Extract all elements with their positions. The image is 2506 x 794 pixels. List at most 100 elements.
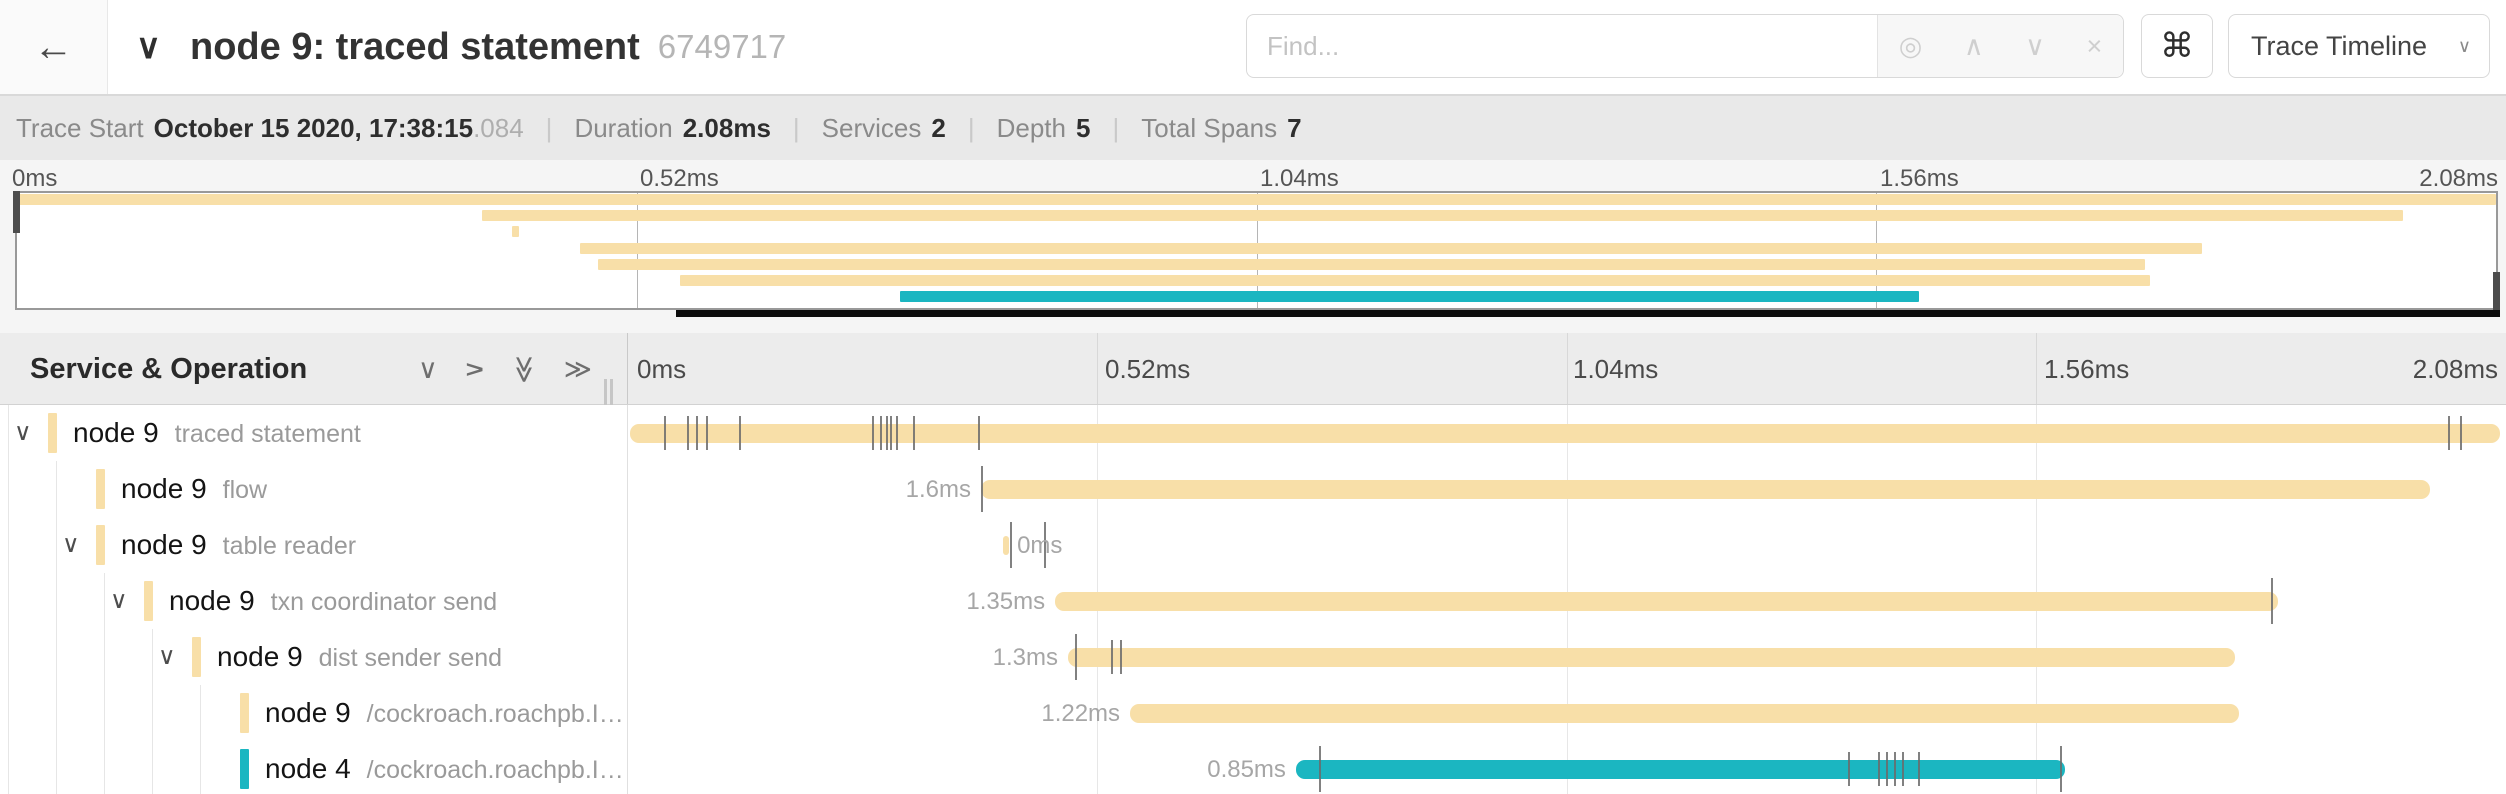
tree-controls: ∨ ∨ ≫ ≫	[418, 333, 592, 405]
top-bar: ← ∨ node 9: traced statement 6749717 ◎ ∧…	[0, 0, 2506, 96]
minimap-left-scrubber[interactable]	[13, 191, 20, 233]
span-event-tick	[1319, 746, 1322, 792]
indent-guide	[8, 685, 9, 741]
indent-guide	[104, 685, 105, 741]
indent-guide	[152, 629, 153, 685]
span-event-tick	[686, 416, 689, 450]
indent-guide	[152, 685, 153, 741]
operation-name: table reader	[222, 532, 357, 560]
back-arrow-icon: ←	[33, 24, 74, 69]
indent-guide	[8, 629, 9, 685]
minimap-canvas[interactable]	[13, 191, 2500, 310]
collapse-all-icon[interactable]: ≫	[509, 354, 540, 384]
clear-search-icon[interactable]: ×	[2086, 30, 2103, 61]
tick-label: 1.04ms	[1260, 165, 1339, 192]
span-name-column: node 4/cockroach.roachpb.I…	[0, 741, 627, 794]
service-color-strip	[96, 525, 105, 565]
span-event-tick	[1009, 522, 1012, 568]
span-event-tick	[896, 416, 899, 450]
collapse-one-icon[interactable]: ∨	[418, 353, 438, 384]
service-name: node 9	[265, 697, 351, 728]
next-match-icon[interactable]: ∨	[2025, 30, 2045, 61]
span-duration-bar[interactable]	[1003, 536, 1010, 555]
span-duration-bar[interactable]	[1295, 760, 2066, 779]
span-row[interactable]: ∨ node 9 table reader 0ms	[0, 517, 2506, 573]
span-event-tick	[738, 416, 741, 450]
minimap-span-bar	[899, 291, 1920, 303]
span-event-tick	[1917, 752, 1920, 786]
span-event-tick	[913, 416, 916, 450]
span-name: node 4/cockroach.roachpb.I…	[265, 741, 624, 794]
indent-guide	[8, 741, 9, 794]
keyboard-shortcuts-button[interactable]: ⌘	[2141, 14, 2213, 78]
span-name: node 9 dist sender send	[217, 629, 502, 685]
span-event-tick	[1901, 752, 1904, 786]
span-duration-bar[interactable]	[1067, 648, 2236, 667]
column-divider	[627, 333, 628, 404]
indent-guide	[200, 741, 201, 794]
span-duration-bar[interactable]	[1130, 704, 2239, 723]
tick-label: 1.04ms	[1573, 354, 1659, 384]
span-duration-bar[interactable]	[630, 424, 2500, 443]
scrollbar-thumb[interactable]	[676, 310, 2500, 317]
span-event-tick	[2459, 416, 2462, 450]
minimap-span-bar	[511, 226, 520, 238]
span-name: node 9 flow	[121, 461, 267, 517]
locate-icon[interactable]: ◎	[1898, 30, 1923, 61]
indent-guide	[104, 741, 105, 794]
minimap-tick-labels: 0ms 0.52ms 1.04ms 1.56ms 2.08ms	[0, 165, 2506, 192]
span-event-tick	[885, 416, 888, 450]
find-input[interactable]	[1247, 15, 1877, 77]
service-name: node 9	[73, 417, 159, 448]
span-event-tick	[695, 416, 698, 450]
summary-label: Duration	[574, 112, 673, 143]
span-event-tick	[1894, 752, 1897, 786]
view-selector-dropdown[interactable]: Trace Timeline ∨	[2228, 14, 2490, 78]
view-selector-label: Trace Timeline	[2251, 30, 2428, 61]
span-duration-bar[interactable]	[980, 480, 2431, 499]
tick-label: 1.56ms	[1880, 165, 1959, 192]
span-expander-chevron-icon[interactable]: ∨	[14, 419, 32, 446]
expand-one-icon[interactable]: ∨	[458, 359, 489, 379]
separator: |	[967, 112, 975, 143]
minimap-right-scrubber[interactable]	[2493, 272, 2500, 310]
span-row[interactable]: ∨ node 9 dist sender send 1.3ms	[0, 629, 2506, 685]
span-row[interactable]: ∨ node 9 traced statement	[0, 405, 2506, 461]
service-color-strip	[144, 581, 153, 621]
span-timeline-cell: 0ms	[627, 517, 2506, 573]
header-gridline	[2036, 333, 2037, 404]
summary-label: Depth	[996, 112, 1066, 143]
indent-guide	[56, 517, 57, 573]
span-name: node 9/cockroach.roachpb.I…	[265, 685, 624, 741]
back-button[interactable]: ←	[0, 0, 108, 94]
find-addon: ◎ ∧ ∨ ×	[1877, 15, 2123, 77]
span-expander-chevron-icon[interactable]: ∨	[158, 643, 176, 670]
indent-guide	[200, 685, 201, 741]
prev-match-icon[interactable]: ∧	[1963, 30, 1984, 61]
trace-collapse-toggle[interactable]: ∨	[136, 0, 161, 94]
span-timeline-cell	[627, 405, 2506, 461]
indent-guide	[56, 461, 57, 517]
trace-id: 6749717	[657, 28, 787, 65]
span-event-tick	[1120, 640, 1123, 674]
summary-value: October 15 2020, 17:38:15	[153, 112, 474, 143]
span-event-tick	[890, 416, 893, 450]
span-row[interactable]: ∨ node 9 txn coordinator send 1.35ms	[0, 573, 2506, 629]
separator: |	[792, 112, 800, 143]
span-row[interactable]: node 9/cockroach.roachpb.I… 1.22ms	[0, 685, 2506, 741]
span-duration-label: 1.35ms	[966, 588, 1046, 615]
span-duration-bar[interactable]	[1055, 592, 2279, 611]
span-expander-chevron-icon[interactable]: ∨	[62, 531, 80, 558]
column-resize-grip[interactable]	[604, 379, 616, 407]
span-expander-chevron-icon[interactable]: ∨	[110, 587, 128, 614]
service-color-strip	[240, 749, 249, 789]
expand-all-icon[interactable]: ≫	[563, 353, 593, 384]
span-event-tick	[879, 416, 882, 450]
service-operation-header: Service & Operation	[30, 352, 308, 385]
indent-guide	[56, 685, 57, 741]
span-row[interactable]: node 4/cockroach.roachpb.I… 0.85ms	[0, 741, 2506, 794]
indent-guide	[56, 573, 57, 629]
span-row[interactable]: node 9 flow 1.6ms	[0, 461, 2506, 517]
span-event-tick	[1848, 752, 1851, 786]
tick-label: 2.08ms	[2419, 165, 2498, 192]
